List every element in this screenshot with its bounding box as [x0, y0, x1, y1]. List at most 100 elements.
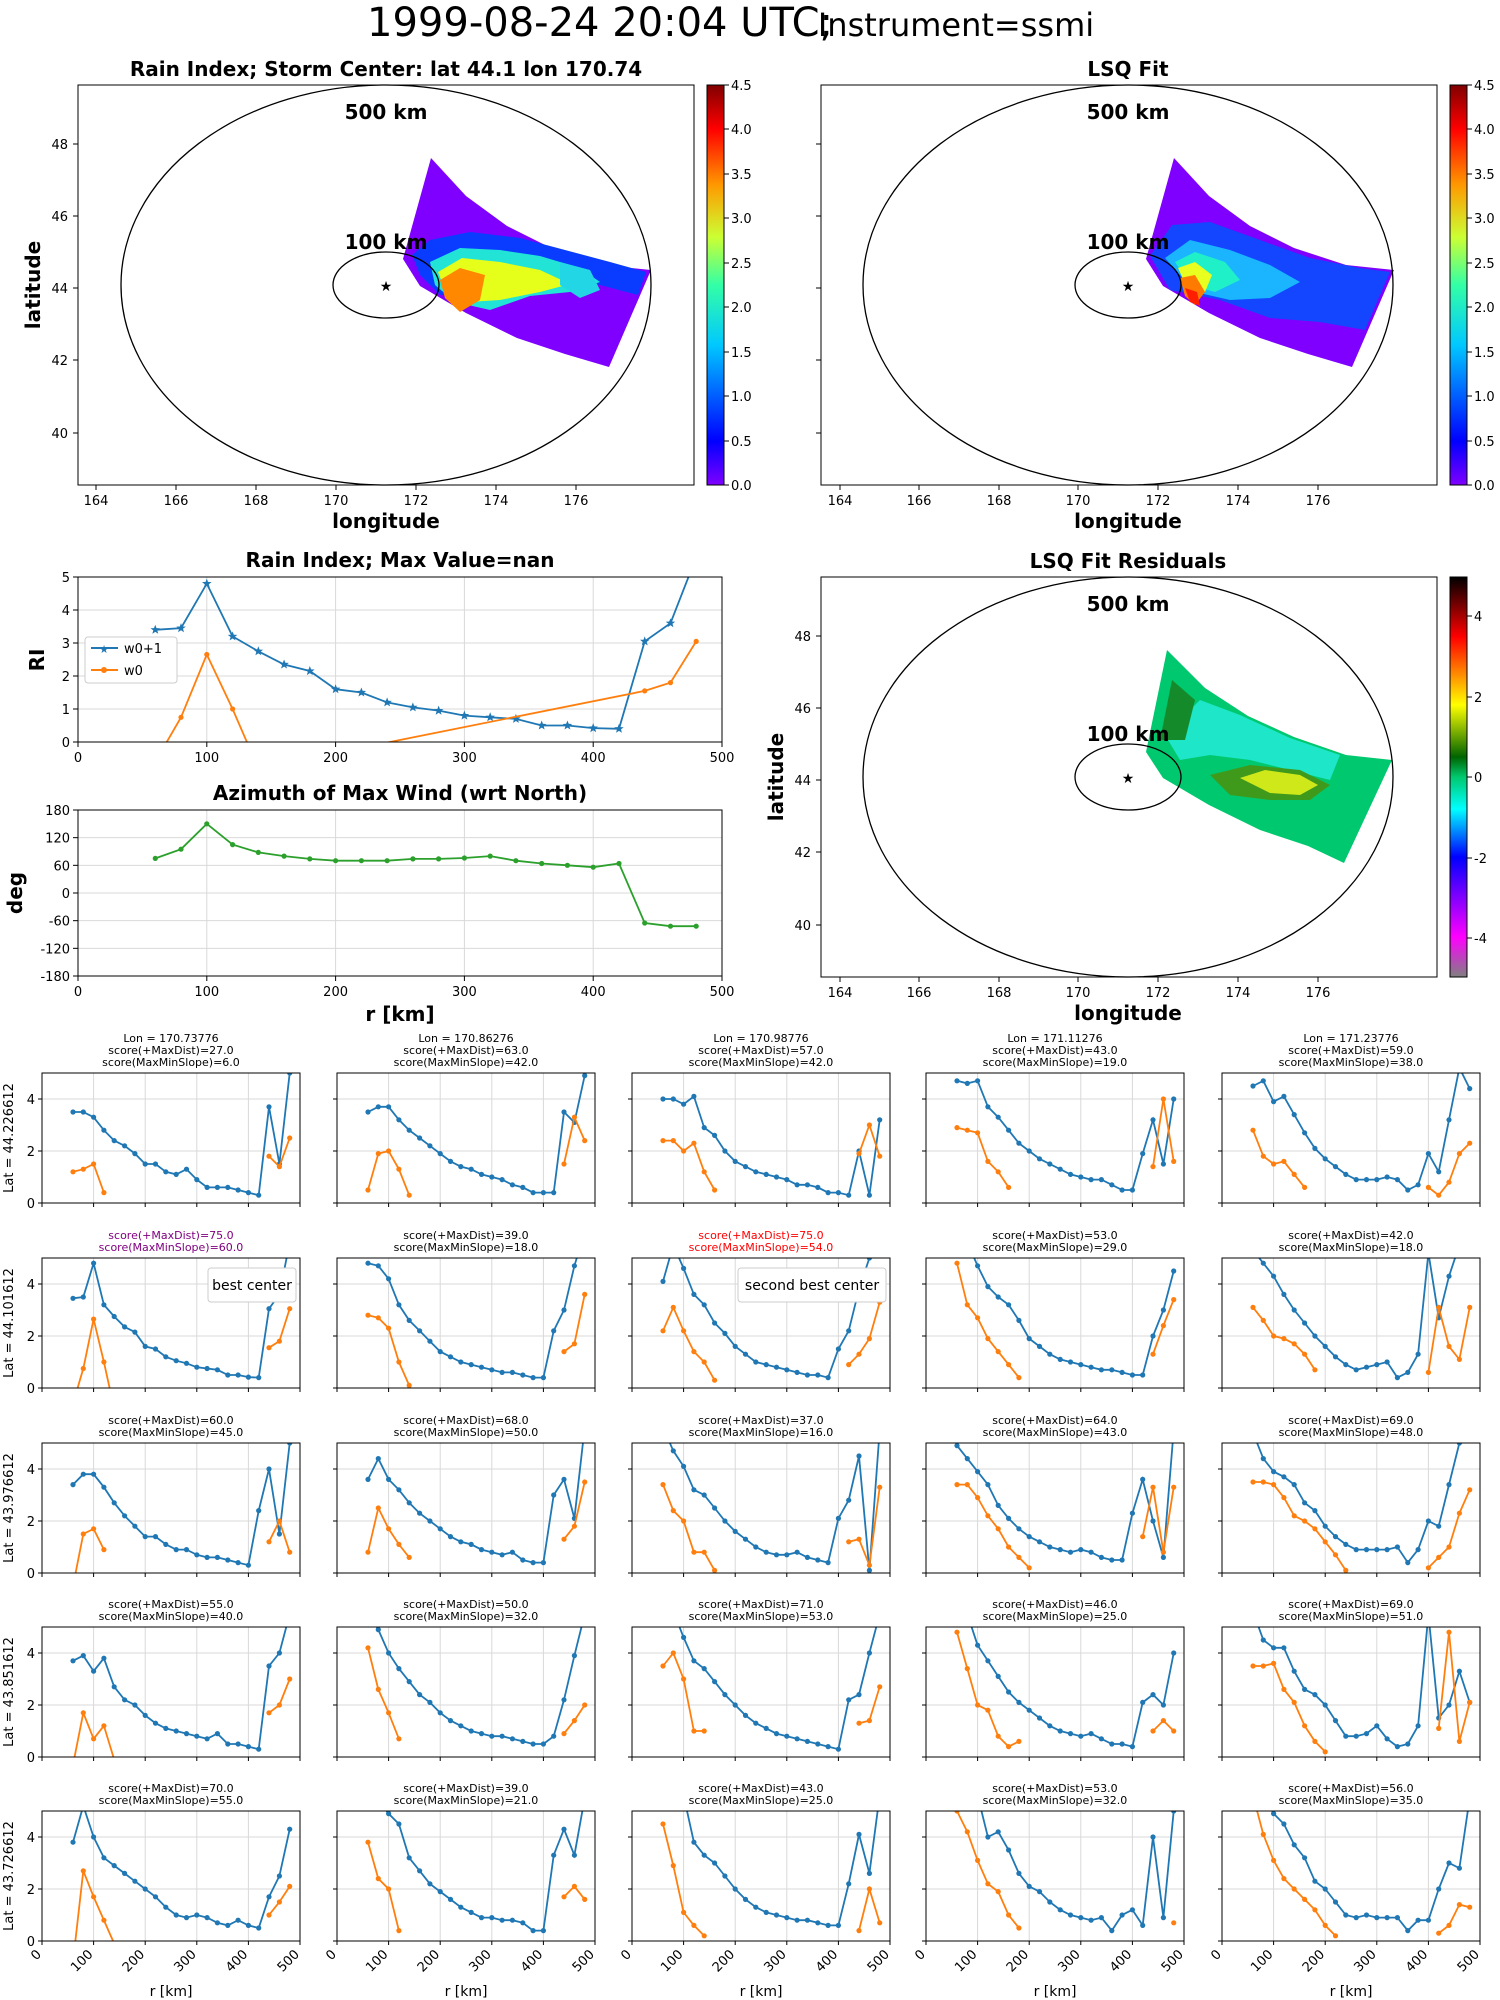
data-point — [1098, 1736, 1104, 1742]
data-point — [1171, 1297, 1177, 1303]
data-point — [152, 1894, 159, 1900]
data-point — [540, 1190, 547, 1196]
data-point — [660, 1096, 666, 1102]
data-point — [152, 1346, 159, 1352]
data-point — [520, 1920, 526, 1926]
series-w0p1-line — [367, 1075, 586, 1194]
data-point — [835, 1190, 842, 1196]
data-point — [1119, 1741, 1125, 1747]
series-w0p1-line — [668, 1443, 880, 1571]
data-point — [1446, 1343, 1452, 1349]
data-point — [561, 1536, 567, 1542]
tick-label: 4.5 — [1474, 79, 1495, 94]
data-point — [230, 842, 236, 848]
series-w0p1 — [70, 1443, 293, 1568]
tick-label: 172 — [1146, 494, 1171, 509]
series-w0p1-line — [970, 1627, 1175, 1748]
data-point — [386, 1104, 392, 1110]
data-point — [1271, 1099, 1277, 1105]
score-maxdist-label: score(+MaxDist)=42.0 — [1288, 1229, 1413, 1242]
series-w0p1 — [70, 1073, 293, 1198]
data-point — [1467, 1487, 1473, 1493]
tick-label: 40 — [794, 919, 811, 934]
data-point — [561, 1161, 567, 1167]
data-point — [287, 1611, 292, 1616]
data-point — [866, 1567, 873, 1573]
data-point — [152, 1534, 159, 1540]
data-point — [1302, 1855, 1308, 1861]
data-point — [964, 1127, 970, 1133]
tick-label: 0 — [323, 1947, 339, 1963]
resid-map-xlabel: longitude — [1074, 1001, 1182, 1025]
data-point — [406, 1382, 412, 1388]
series-w0 — [165, 638, 699, 742]
data-point — [406, 1192, 412, 1198]
tick-label: 400 — [1107, 1947, 1135, 1975]
data-point — [1171, 1728, 1177, 1734]
data-point — [1140, 1372, 1146, 1378]
data-point — [1405, 1560, 1411, 1566]
score-maxdist-label: score(+MaxDist)=37.0 — [698, 1414, 823, 1427]
data-point — [1036, 1715, 1043, 1721]
resid-map-title: LSQ Fit Residuals — [1030, 549, 1227, 573]
az-plot-panel: Azimuth of Max Wind (wrt North) 0 100 200 3… — [3, 781, 734, 1026]
data-point — [417, 1692, 423, 1698]
score-panel: score(+MaxDist)=50.0score(MaxMinSlope)=3… — [333, 1598, 596, 1761]
data-point — [194, 1733, 200, 1739]
data-point — [995, 1169, 1001, 1175]
data-point — [1016, 1140, 1022, 1146]
storm-center-marker: ★ — [1122, 771, 1135, 787]
rain-map-panel: Rain Index; Storm Center: lat 44.1 lon 1… — [21, 57, 695, 533]
series-w0p1 — [668, 1443, 880, 1573]
data-point — [856, 1831, 862, 1837]
data-point — [856, 1351, 862, 1357]
panel-frame — [41, 1257, 301, 1389]
data-point — [468, 1728, 474, 1734]
data-point — [1425, 1565, 1431, 1571]
data-point — [468, 1362, 474, 1368]
data-point — [1446, 1482, 1452, 1488]
data-point — [1353, 1367, 1359, 1373]
data-point — [276, 1518, 282, 1524]
data-point — [91, 1526, 97, 1532]
data-point — [101, 1302, 107, 1308]
data-point — [1322, 1749, 1328, 1755]
data-point — [287, 1073, 293, 1076]
data-point — [975, 1857, 981, 1863]
data-point — [877, 1484, 883, 1490]
data-point — [693, 923, 699, 929]
data-point — [954, 1482, 960, 1488]
data-point — [437, 1526, 443, 1532]
data-point — [406, 1855, 412, 1861]
data-point — [375, 1876, 381, 1882]
data-point — [742, 1896, 749, 1902]
data-point — [70, 1169, 76, 1175]
data-point — [1036, 1539, 1043, 1545]
data-point — [660, 1328, 666, 1334]
data-point — [1281, 1645, 1287, 1651]
data-point — [375, 1686, 381, 1692]
tick-label: 164 — [828, 494, 853, 509]
data-point — [1425, 1151, 1431, 1157]
data-point — [835, 1922, 842, 1928]
data-point — [670, 1650, 676, 1656]
data-point — [1425, 1518, 1431, 1524]
data-point — [825, 1744, 831, 1750]
data-point — [954, 1078, 960, 1084]
data-point — [266, 1539, 272, 1545]
row-lat-label: Lat = 43.976612 — [2, 1453, 17, 1563]
tick-label: 172 — [404, 494, 429, 509]
data-point — [712, 1132, 718, 1138]
data-point — [1047, 1351, 1053, 1357]
data-point — [1332, 1164, 1339, 1170]
data-point — [995, 1526, 1001, 1532]
data-point — [1332, 1899, 1339, 1905]
score-slope-label: score(MaxMinSlope)=42.0 — [689, 1056, 834, 1069]
data-point — [173, 1171, 179, 1177]
data-point — [276, 1873, 282, 1879]
lsq-colorbar-bar — [1449, 84, 1468, 486]
score-panel: score(+MaxDist)=69.0score(MaxMinSlope)=5… — [1218, 1598, 1481, 1761]
data-point — [1078, 1547, 1084, 1553]
data-point — [995, 1294, 1001, 1300]
data-point — [1374, 1177, 1380, 1183]
